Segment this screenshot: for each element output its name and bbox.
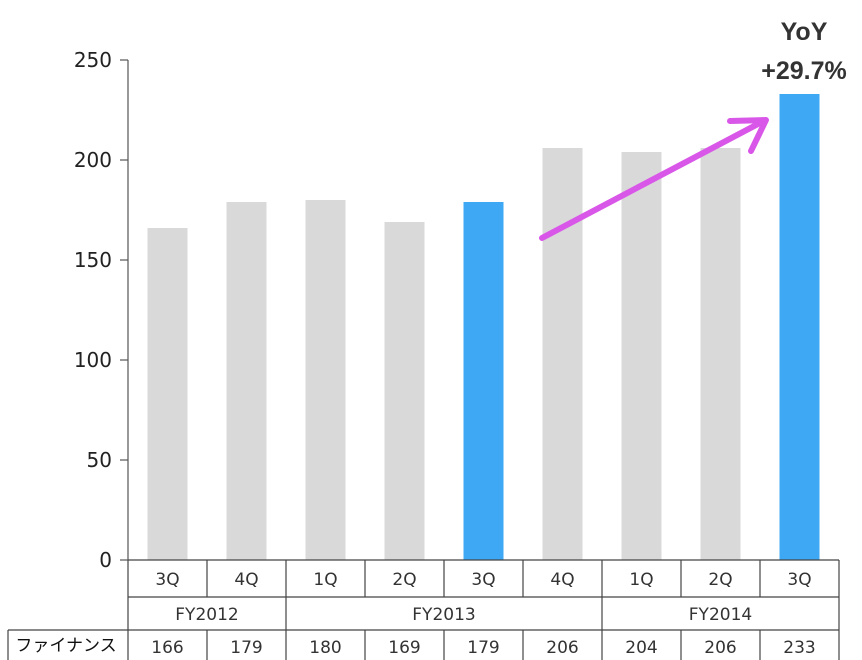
y-tick-label: 250 [74, 48, 112, 72]
data-label: 206 [704, 638, 736, 658]
data-table: 3Q 4Q 1Q 2Q 3Q 4Q 1Q 2Q 3Q FY2012 FY2013 FY2014 ファイナ… [7, 559, 840, 660]
bar-7 [621, 152, 662, 560]
x-tick-label: 3Q [787, 570, 811, 590]
data-label: 169 [388, 638, 420, 658]
x-tick-label: 3Q [471, 570, 495, 590]
bar-1 [147, 228, 188, 560]
growth-arrow-shaft [539, 121, 761, 241]
bar-4 [384, 222, 425, 560]
yoy-label: YoY [781, 18, 828, 46]
bar-2 [226, 202, 267, 560]
y-axis: 0 50 100 150 200 250 [74, 48, 129, 572]
data-label: 179 [467, 638, 499, 658]
x-tick-label: 3Q [155, 570, 179, 590]
group-label: FY2014 [689, 605, 752, 625]
x-tick-label: 2Q [392, 570, 416, 590]
data-label: 206 [546, 638, 578, 658]
x-tick-label: 4Q [550, 570, 574, 590]
bars [147, 94, 820, 560]
bar-9 [779, 94, 820, 560]
group-label: FY2013 [412, 605, 475, 625]
y-tick-label: 50 [87, 448, 112, 472]
x-tick-label: 4Q [234, 570, 258, 590]
data-label: 204 [625, 638, 657, 658]
group-label: FY2012 [175, 605, 238, 625]
bar-5 [463, 202, 504, 560]
series-label: ファイナンス [15, 636, 116, 656]
y-tick-label: 100 [74, 348, 112, 372]
growth-arrow-head [727, 117, 769, 154]
data-label: 233 [783, 638, 815, 658]
x-tick-label: 2Q [708, 570, 732, 590]
y-tick-label: 0 [99, 548, 112, 572]
data-label: 166 [151, 638, 183, 658]
data-label: 179 [230, 638, 262, 658]
y-tick-label: 150 [74, 248, 112, 272]
data-label: 180 [309, 638, 341, 658]
x-tick-label: 1Q [313, 570, 337, 590]
bar-8 [700, 148, 741, 560]
yoy-value: +29.7% [761, 57, 847, 85]
x-tick-label: 1Q [629, 570, 653, 590]
yoy-annotation: YoY +29.7% [539, 18, 847, 241]
bar-6 [542, 148, 583, 560]
y-tick-label: 200 [74, 148, 112, 172]
bar-3 [305, 200, 346, 560]
